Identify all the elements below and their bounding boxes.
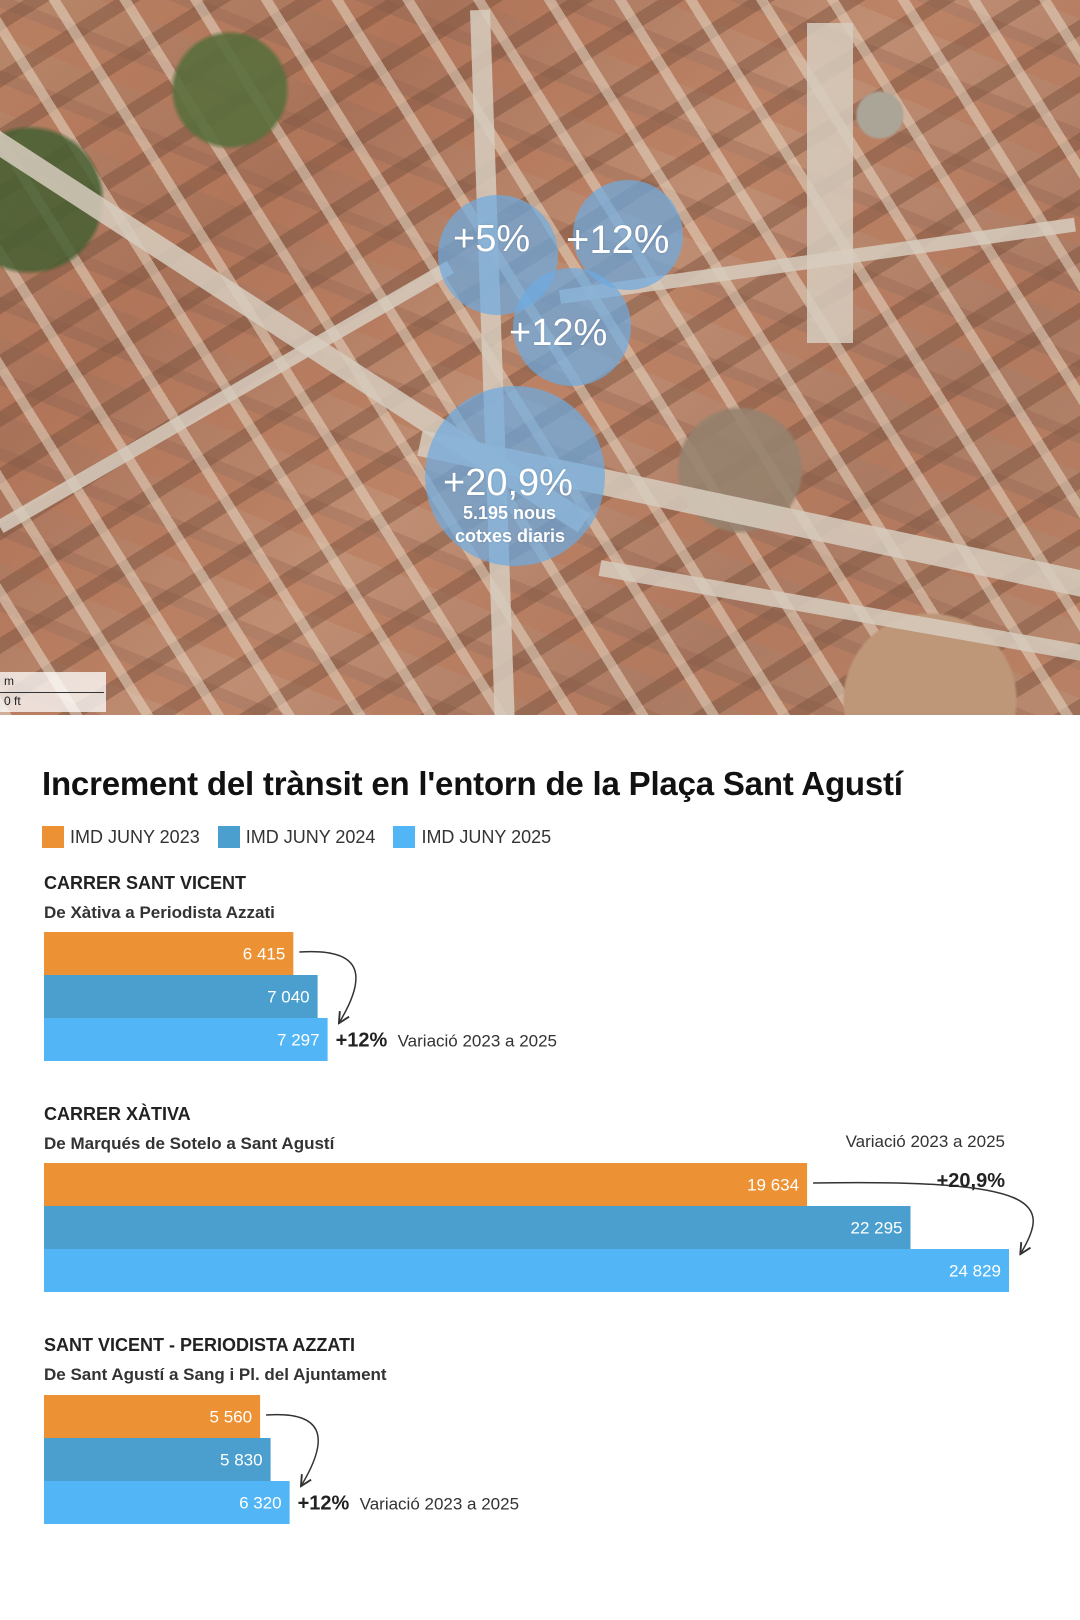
- bar-2025: [44, 1481, 290, 1524]
- legend-label: IMD JUNY 2025: [421, 826, 552, 847]
- bubble-label: +12%: [566, 218, 670, 262]
- legend-label: IMD JUNY 2024: [245, 826, 376, 847]
- bar-2024: [44, 1206, 911, 1249]
- variation-pct: +12%: [336, 1030, 388, 1052]
- bar-value-label: 24 829: [949, 1262, 1001, 1281]
- legend: IMD JUNY 2023 IMD JUNY 2024 IMD JUNY 202…: [42, 826, 551, 848]
- legend-label: IMD JUNY 2023: [70, 826, 200, 847]
- scale-bar: [0, 692, 104, 693]
- bar-value-label: 6 415: [243, 945, 286, 964]
- variation-arrow: [813, 1181, 1034, 1253]
- legend-swatch-2024: [217, 826, 240, 848]
- bubble-label: +5%: [453, 218, 531, 260]
- bubble-label: +12%: [509, 312, 608, 354]
- bar-2023: [44, 1395, 261, 1438]
- road: [807, 23, 853, 343]
- bar-2025: [44, 1249, 1009, 1292]
- bar-2024: [44, 975, 318, 1018]
- bar-2023: [44, 1163, 808, 1206]
- legend-item-2023: IMD JUNY 2023: [42, 826, 200, 848]
- bar-value-label: 7 040: [267, 988, 310, 1007]
- variation-text: Variació 2023 a 2025: [360, 1495, 519, 1514]
- variation-pct: +12%: [298, 1493, 350, 1515]
- group-subtitle: De Xàtiva a Periodista Azzati: [44, 903, 275, 922]
- group-title: CARRER SANT VICENT: [44, 873, 247, 893]
- bubble-label: +20,9%: [443, 462, 573, 504]
- legend-swatch-2025: [393, 826, 416, 848]
- group-title: CARRER XÀTIVA: [44, 1104, 191, 1124]
- traffic-bubble: [513, 268, 631, 386]
- group-subtitle: De Marqués de Sotelo a Sant Agustí: [44, 1134, 335, 1153]
- bar-value-label: 7 297: [277, 1031, 320, 1050]
- scale-unit-m: m: [4, 674, 14, 688]
- chart-title: Increment del trànsit en l'entorn de la …: [42, 765, 903, 802]
- variation-text: Variació 2023 a 2025: [398, 1032, 557, 1051]
- group-title: SANT VICENT - PERIODISTA AZZATI: [44, 1335, 355, 1355]
- bubble-sublabel: cotxes diaris: [455, 526, 566, 546]
- bar-value-label: 5 560: [210, 1408, 253, 1427]
- aerial-map: +5% +12% +12% +20,9% 5.195 nous cotxes d…: [0, 0, 1080, 715]
- group-subtitle: De Sant Agustí a Sang i Pl. del Ajuntame…: [44, 1365, 387, 1384]
- variation-arrow: [266, 1413, 319, 1485]
- variation-arrow: [299, 950, 357, 1022]
- bar-value-label: 6 320: [239, 1494, 282, 1513]
- bar-value-label: 19 634: [747, 1176, 799, 1195]
- legend-item-2025: IMD JUNY 2025: [393, 826, 551, 848]
- bar-2025: [44, 1018, 328, 1061]
- bar-2024: [44, 1438, 271, 1481]
- scale-unit-ft: 0 ft: [4, 694, 21, 708]
- bar-2023: [44, 932, 294, 975]
- legend-item-2024: IMD JUNY 2024: [217, 826, 376, 848]
- legend-swatch-2023: [42, 826, 64, 848]
- bar-value-label: 5 830: [220, 1451, 263, 1470]
- bubble-sublabel: 5.195 nous: [463, 503, 557, 523]
- variation-text: Variació 2023 a 2025: [846, 1132, 1005, 1151]
- map-scale: m 0 ft: [0, 672, 106, 712]
- variation-pct: +20,9%: [937, 1170, 1006, 1192]
- traffic-bubble: [425, 386, 605, 566]
- road: [470, 9, 516, 715]
- bar-value-label: 22 295: [851, 1219, 903, 1238]
